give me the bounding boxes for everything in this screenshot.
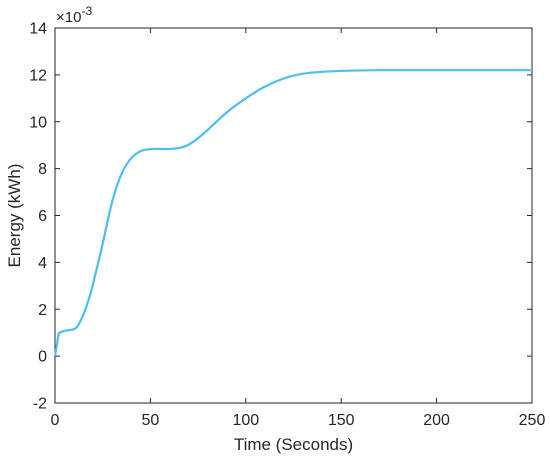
y-tick-label: 0	[38, 349, 47, 366]
y-tick-label: 8	[38, 161, 47, 178]
y-axis-label: Energy (kWh)	[5, 164, 24, 268]
x-tick-label: 250	[519, 412, 546, 429]
plot-area-frame	[54, 27, 533, 404]
y-tick-label: 12	[29, 67, 47, 84]
y-tick-label: 10	[29, 114, 47, 131]
y-tick-label: 2	[38, 302, 47, 319]
y-axis-exponent-label: ×10-3	[56, 4, 92, 26]
x-tick-label: 150	[328, 412, 355, 429]
y-tick-label: 6	[38, 208, 47, 225]
x-tick-label: 0	[51, 412, 60, 429]
x-tick-label: 100	[232, 412, 259, 429]
y-tick-label: -2	[33, 396, 47, 413]
exponent-base: ×10	[56, 9, 81, 26]
x-axis-ticks: 0 50 100 150 200 250	[51, 28, 546, 429]
energy-series-line	[53, 69, 532, 357]
y-tick-label: 4	[38, 255, 47, 272]
exponent-power: -3	[81, 4, 92, 18]
x-axis-label: Time (Seconds)	[234, 435, 353, 454]
y-tick-label: 14	[29, 21, 47, 38]
series-layer	[53, 69, 532, 357]
y-axis-ticks: -2 0 2 4 6 8 10 12 14	[29, 21, 532, 413]
x-tick-label: 200	[423, 412, 450, 429]
x-tick-label: 50	[142, 412, 160, 429]
